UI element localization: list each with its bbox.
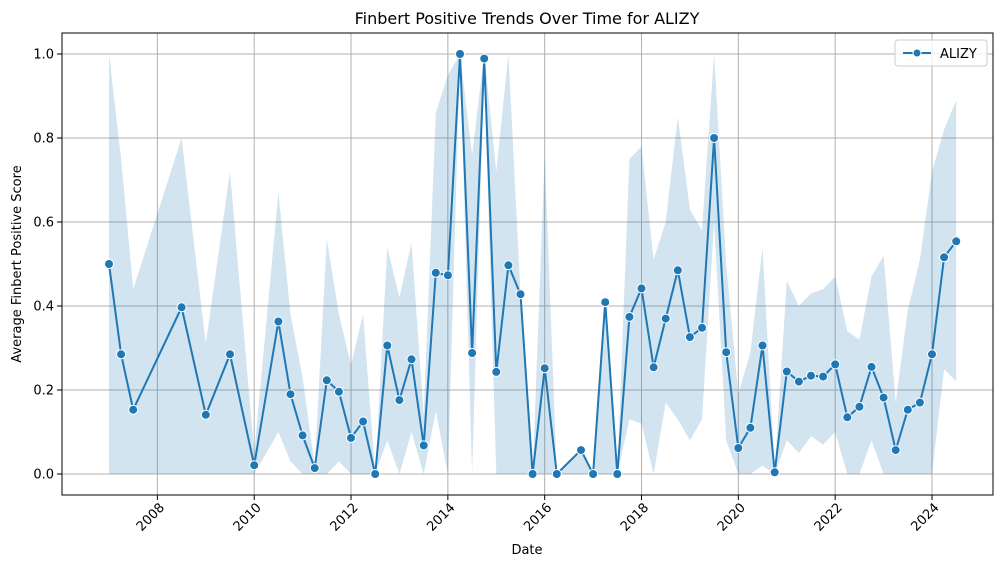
data-point <box>333 386 344 397</box>
data-point <box>309 463 320 474</box>
plot-frame <box>61 32 994 496</box>
data-point <box>660 313 671 324</box>
data-point <box>830 359 841 370</box>
y-tick-label: 0.6 <box>33 216 54 231</box>
data-point <box>249 460 260 471</box>
data-point <box>878 392 889 403</box>
data-point <box>902 404 913 415</box>
data-point <box>225 349 235 360</box>
data-point <box>697 322 707 333</box>
legend-label: ALIZY <box>940 47 977 62</box>
data-point <box>757 340 768 351</box>
y-axis-ticks: 0.0 0.2 0.4 0.6 0.8 1.0 <box>33 48 62 483</box>
y-tick-label: 0.2 <box>33 384 54 399</box>
data-point <box>491 366 502 377</box>
x-tick-label: 2012 <box>328 501 362 535</box>
data-point <box>455 49 465 59</box>
data-point <box>503 260 514 271</box>
data-point <box>624 311 635 322</box>
data-point <box>467 348 478 358</box>
data-point <box>636 283 647 294</box>
data-point <box>914 397 925 408</box>
data-point <box>297 430 308 441</box>
data-point <box>551 469 562 479</box>
data-point <box>321 375 332 386</box>
data-point <box>648 362 659 373</box>
x-tick-label: 2024 <box>909 501 943 535</box>
legend-marker-swatch <box>912 48 922 58</box>
x-tick-label: 2010 <box>231 501 265 535</box>
data-point <box>733 443 744 453</box>
data-point <box>116 349 127 360</box>
x-axis-ticks: 2008 2010 2012 2014 2016 2018 2020 2022 2024 <box>134 495 943 535</box>
data-point <box>539 363 550 374</box>
data-point <box>842 412 853 423</box>
data-point <box>709 133 720 143</box>
data-point <box>806 370 816 381</box>
x-tick-label: 2008 <box>134 501 168 535</box>
data-point <box>672 265 683 276</box>
data-point <box>418 440 429 451</box>
data-point <box>612 469 623 479</box>
data-point <box>370 469 381 479</box>
data-point <box>176 302 187 313</box>
data-point <box>576 445 586 456</box>
data-point <box>442 270 453 281</box>
y-tick-label: 1.0 <box>33 48 54 63</box>
data-point <box>745 422 756 433</box>
x-tick-label: 2018 <box>618 501 652 535</box>
data-point <box>769 467 780 478</box>
data-point <box>721 347 732 358</box>
data-point <box>781 366 792 377</box>
data-point <box>346 432 356 443</box>
y-axis-label: Average Finbert Positive Score <box>10 165 25 362</box>
grid-lines <box>62 33 993 495</box>
data-point <box>793 376 804 387</box>
data-point <box>358 416 369 427</box>
data-point <box>128 404 139 415</box>
data-point <box>527 469 538 479</box>
data-point <box>394 395 405 406</box>
data-point <box>382 340 393 351</box>
x-tick-label: 2014 <box>424 501 458 535</box>
x-tick-label: 2020 <box>715 501 749 535</box>
data-point <box>890 445 901 456</box>
data-point <box>273 316 284 327</box>
data-point <box>854 401 865 412</box>
data-point <box>406 354 417 365</box>
data-point <box>515 289 526 300</box>
data-point <box>951 236 962 247</box>
data-point <box>939 252 950 263</box>
data-point <box>104 259 114 269</box>
data-point <box>479 53 490 64</box>
y-tick-label: 0.8 <box>33 132 54 147</box>
data-point <box>927 349 937 360</box>
data-point <box>866 361 877 372</box>
data-point-layer <box>104 49 962 479</box>
data-point <box>285 389 296 400</box>
legend-box <box>894 39 988 67</box>
data-point <box>430 267 441 278</box>
confidence-band <box>109 54 957 474</box>
data-point <box>684 332 695 343</box>
confidence-band-layer <box>109 54 957 474</box>
y-tick-label: 0.0 <box>33 468 54 483</box>
x-axis-label: Date <box>511 543 542 558</box>
x-tick-label: 2016 <box>521 501 555 535</box>
legend: ALIZY <box>894 39 988 67</box>
data-point <box>818 371 829 382</box>
y-tick-label: 0.4 <box>33 300 54 315</box>
x-tick-label: 2022 <box>812 501 846 535</box>
chart-title: Finbert Positive Trends Over Time for AL… <box>355 9 700 28</box>
data-point <box>588 469 599 479</box>
data-point <box>600 297 611 308</box>
data-point <box>200 409 211 420</box>
